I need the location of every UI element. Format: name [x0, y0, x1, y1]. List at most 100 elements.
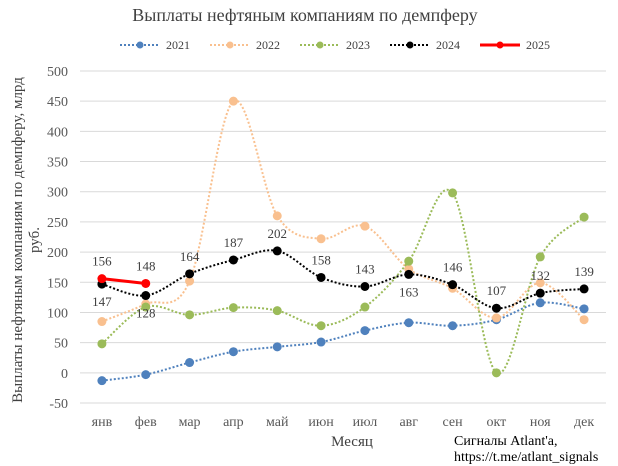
y-tick-label: 350 [47, 156, 68, 171]
data-point-2022 [228, 96, 238, 106]
data-point-2021 [448, 321, 458, 331]
data-point-2024 [141, 291, 151, 301]
y-tick-label: 0 [61, 367, 68, 382]
legend-marker-2024 [406, 41, 414, 49]
data-point-2023 [491, 368, 501, 378]
data-point-2021 [97, 376, 107, 386]
data-point-2023 [535, 252, 545, 262]
series-line-2023 [101, 188, 585, 375]
data-point-2022 [579, 315, 589, 325]
data-point-2022 [535, 278, 545, 288]
data-point-2021 [535, 298, 545, 308]
y-tick-label: 50 [54, 337, 68, 352]
data-point-2021 [404, 318, 414, 328]
data-point-2023 [316, 321, 326, 331]
y-tick-label: 450 [47, 95, 68, 110]
data-label-2024: 163 [399, 284, 419, 299]
data-point-2023 [97, 339, 107, 349]
legend-label-2024: 2024 [436, 38, 460, 52]
data-point-2025 [97, 274, 107, 284]
y-tick-label: 250 [47, 216, 68, 231]
x-axis-label: Месяц [331, 434, 373, 450]
data-point-2022 [316, 234, 326, 244]
x-tick-label: июн [308, 415, 334, 430]
data-point-2023 [272, 306, 282, 316]
legend-label-2022: 2022 [256, 38, 280, 52]
data-point-2022 [185, 276, 195, 286]
series-line-2024 [101, 249, 585, 310]
series-line-2025 [101, 277, 146, 285]
data-label-2024: 132 [531, 268, 551, 283]
data-point-2024 [185, 269, 195, 279]
data-point-2024 [448, 280, 458, 290]
data-label-2024: 107 [487, 283, 507, 298]
series-line-2022 [101, 99, 585, 323]
y-tick-label: 500 [47, 65, 68, 80]
series-line-2021 [101, 301, 585, 382]
data-point-2021 [185, 358, 195, 368]
legend-marker-2022 [226, 41, 234, 49]
data-point-2024 [316, 272, 326, 282]
x-tick-label: апр [223, 415, 244, 430]
y-axis-label: Выплаты нефтяным компаниям по демпферу, … [10, 77, 43, 403]
y-tick-label: -50 [49, 397, 68, 412]
data-point-2023 [185, 310, 195, 320]
y-tick-label: 400 [47, 125, 68, 140]
data-label-2024: 202 [268, 226, 288, 241]
data-point-2024 [360, 281, 370, 291]
data-point-2021 [228, 347, 238, 357]
legend-marker-2025 [496, 41, 504, 49]
data-point-2024 [272, 246, 282, 256]
x-tick-label: июл [353, 415, 378, 430]
annotation-line-1: Сигналы Atlant'a, [454, 434, 558, 449]
legend-label-2025: 2025 [526, 38, 550, 52]
x-tick-label: фев [135, 415, 157, 430]
data-point-2025 [141, 278, 151, 288]
data-point-2022 [97, 317, 107, 327]
data-point-2022 [491, 313, 501, 323]
data-label-2025: 148 [136, 258, 156, 273]
data-point-2024 [228, 255, 238, 265]
data-point-2024 [579, 284, 589, 294]
data-point-2022 [272, 211, 282, 221]
data-label-2024: 164 [180, 249, 200, 264]
x-tick-label: май [266, 415, 289, 430]
chart-title: Выплаты нефтяным компаниям по демпферу [132, 5, 477, 25]
annotation-line-2: https://t.me/atlant_signals [454, 450, 598, 465]
data-point-2021 [579, 304, 589, 314]
y-tick-label: 200 [47, 246, 68, 261]
data-point-2023 [228, 303, 238, 313]
data-label-2024: 147 [92, 294, 112, 309]
x-tick-label: дек [574, 415, 594, 430]
legend-label-2023: 2023 [346, 38, 370, 52]
x-tick-label: авг [399, 415, 418, 430]
data-label-2024: 187 [224, 235, 244, 250]
y-tick-label: 100 [47, 306, 68, 321]
legend-marker-2021 [136, 41, 144, 49]
data-label-2024: 158 [311, 252, 331, 267]
data-label-2024: 143 [355, 261, 375, 276]
data-point-2023 [404, 256, 414, 266]
data-point-2023 [360, 302, 370, 312]
y-tick-label: 150 [47, 276, 68, 291]
data-point-2024 [535, 288, 545, 298]
x-tick-label: янв [92, 415, 113, 430]
data-label-2024: 139 [574, 264, 594, 279]
data-point-2021 [141, 370, 151, 380]
data-label-2024: 146 [443, 260, 463, 275]
legend-label-2021: 2021 [166, 38, 190, 52]
data-point-2024 [404, 269, 414, 279]
data-label-2025: 156 [92, 254, 112, 269]
y-tick-label: 300 [47, 186, 68, 201]
data-point-2021 [272, 342, 282, 352]
data-point-2021 [360, 326, 370, 336]
data-label-2024: 128 [136, 306, 156, 321]
x-tick-label: мар [179, 415, 201, 430]
x-tick-label: сен [443, 415, 464, 430]
legend-marker-2023 [316, 41, 324, 49]
data-point-2023 [448, 188, 458, 198]
data-point-2021 [316, 337, 326, 347]
data-point-2024 [491, 303, 501, 313]
